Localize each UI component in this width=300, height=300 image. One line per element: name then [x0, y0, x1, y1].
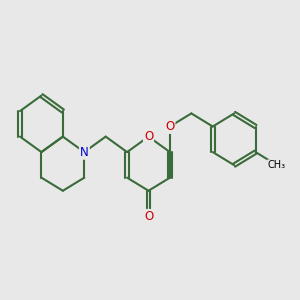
- Text: N: N: [80, 146, 88, 159]
- Text: O: O: [165, 120, 175, 133]
- Text: O: O: [144, 210, 153, 223]
- Text: N: N: [80, 146, 88, 159]
- Text: CH₃: CH₃: [268, 160, 286, 170]
- Text: O: O: [144, 130, 153, 143]
